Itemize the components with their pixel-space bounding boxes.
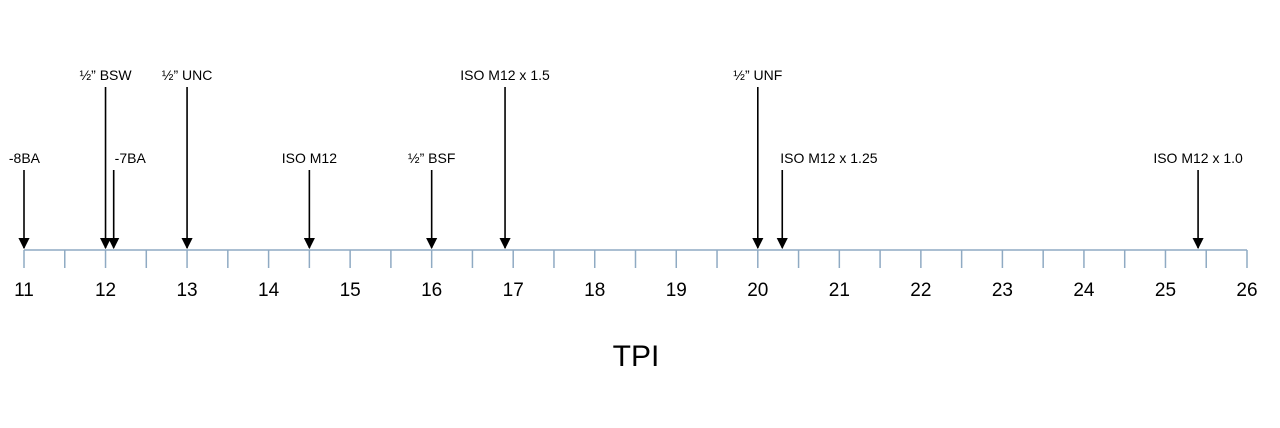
annotation-label: -7BA (115, 150, 147, 166)
tick-label: 11 (14, 280, 34, 301)
tick-label: 23 (992, 280, 1013, 301)
tick-label: 25 (1155, 280, 1176, 301)
tick-label: 16 (421, 280, 442, 301)
tick-label: 15 (340, 280, 361, 301)
tick-label: 24 (1073, 280, 1095, 301)
axis-title: TPI (613, 340, 660, 373)
tick-label: 12 (95, 280, 116, 301)
annotation-label: ISO M12 x 1.5 (460, 67, 550, 83)
tick-label: 22 (910, 280, 931, 301)
tick-label: 26 (1236, 280, 1257, 301)
tick-label: 14 (258, 280, 280, 301)
annotation-label: ½” UNF (733, 67, 782, 83)
annotation-label: ISO M12 x 1.0 (1153, 150, 1243, 166)
annotation-label: ISO M12 x 1.25 (780, 150, 877, 166)
tick-label: 17 (503, 280, 524, 301)
tick-label: 19 (666, 280, 687, 301)
tick-label: 18 (584, 280, 605, 301)
annotation-label: ISO M12 (282, 150, 337, 166)
tick-label: 21 (829, 280, 850, 301)
annotation-label: ½” BSW (79, 67, 132, 83)
tick-label: 13 (176, 280, 197, 301)
annotation-label: -8BA (9, 150, 41, 166)
annotation-label: ½” UNC (162, 67, 213, 83)
annotation-label: ½” BSF (408, 150, 455, 166)
tick-label: 20 (747, 280, 768, 301)
